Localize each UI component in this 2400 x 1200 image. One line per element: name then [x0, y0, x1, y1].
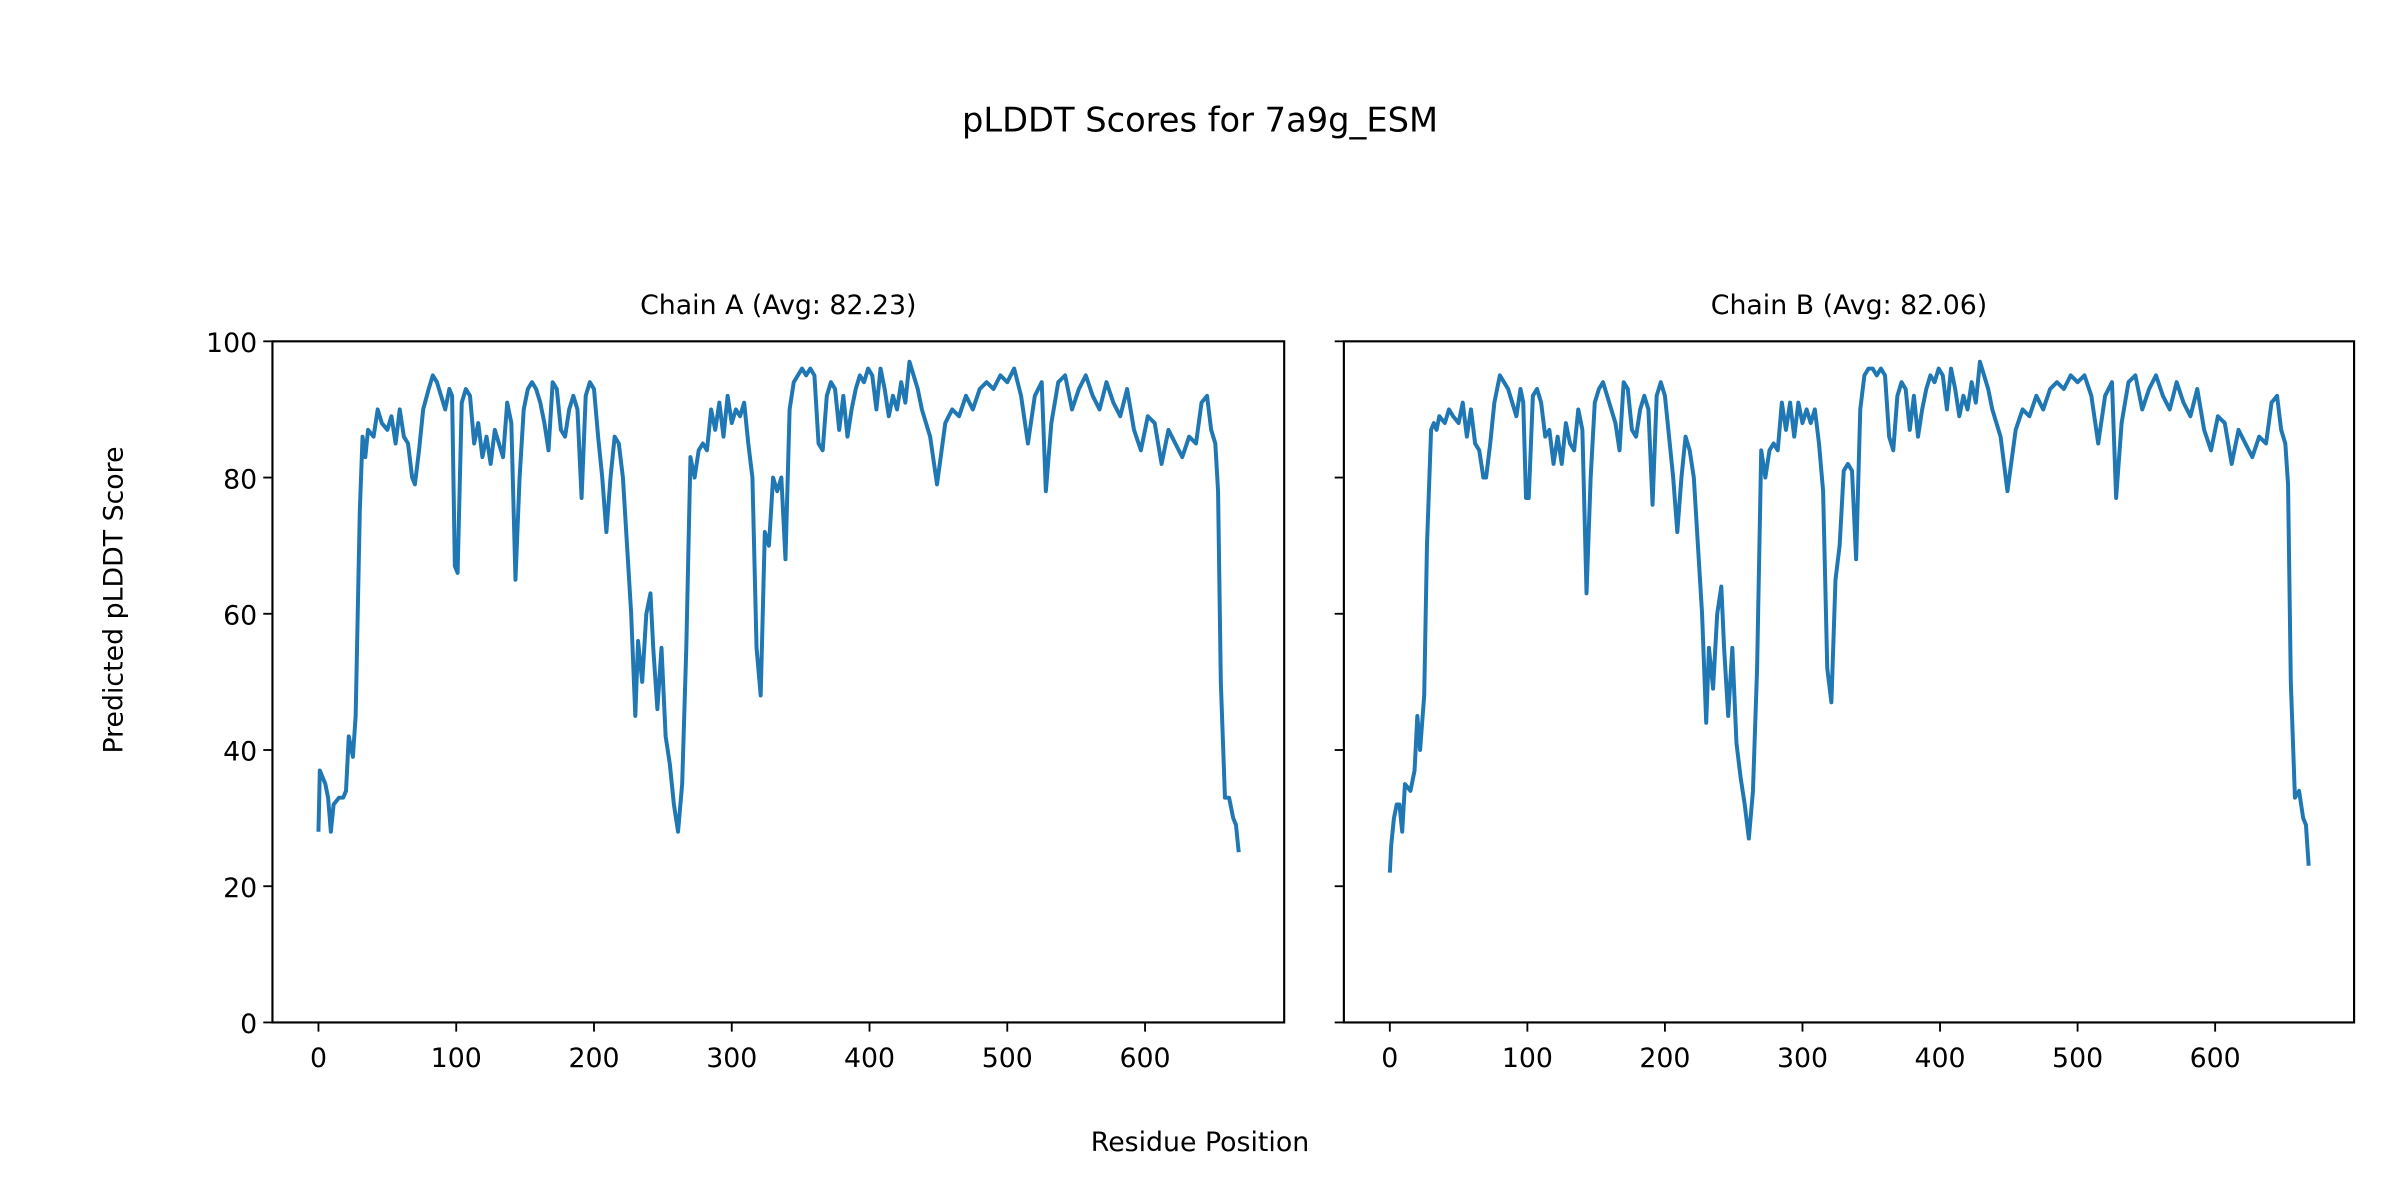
plddt-line: [1387, 359, 2311, 873]
figure-title: pLDDT Scores for 7a9g_ESM: [962, 101, 1438, 140]
subplot-title: Chain A (Avg: 82.23): [640, 290, 916, 321]
y-tick-label: 60: [223, 600, 257, 631]
x-tick-label: 300: [1777, 1043, 1828, 1074]
x-tick-label: 500: [982, 1043, 1033, 1074]
y-tick-label: 20: [223, 873, 257, 904]
x-tick-label: 400: [844, 1043, 895, 1074]
x-tick-label: 600: [2190, 1043, 2241, 1074]
x-tick-label: 600: [1119, 1043, 1170, 1074]
x-tick-label: 0: [310, 1043, 327, 1074]
axes-frame: [1342, 340, 2356, 1024]
x-tick-label: 500: [2052, 1043, 2103, 1074]
y-tick-label: 0: [240, 1009, 257, 1040]
y-tick-label: 40: [223, 737, 257, 768]
y-tick-label: 80: [223, 464, 257, 495]
plddt-line: [316, 359, 1241, 853]
x-tick-label: 0: [1381, 1043, 1398, 1074]
x-tick-label: 100: [1502, 1043, 1553, 1074]
x-tick-label: 200: [568, 1043, 619, 1074]
x-tick-label: 100: [431, 1043, 482, 1074]
x-axis-label: Residue Position: [1091, 1127, 1309, 1158]
axes-frame: [271, 340, 1286, 1024]
y-tick-label: 100: [206, 328, 257, 359]
subplot-title: Chain B (Avg: 82.06): [1711, 290, 1987, 321]
x-tick-label: 300: [706, 1043, 757, 1074]
x-tick-label: 400: [1914, 1043, 1965, 1074]
y-axis-label: Predicted pLDDT Score: [98, 446, 129, 753]
x-tick-label: 200: [1639, 1043, 1690, 1074]
